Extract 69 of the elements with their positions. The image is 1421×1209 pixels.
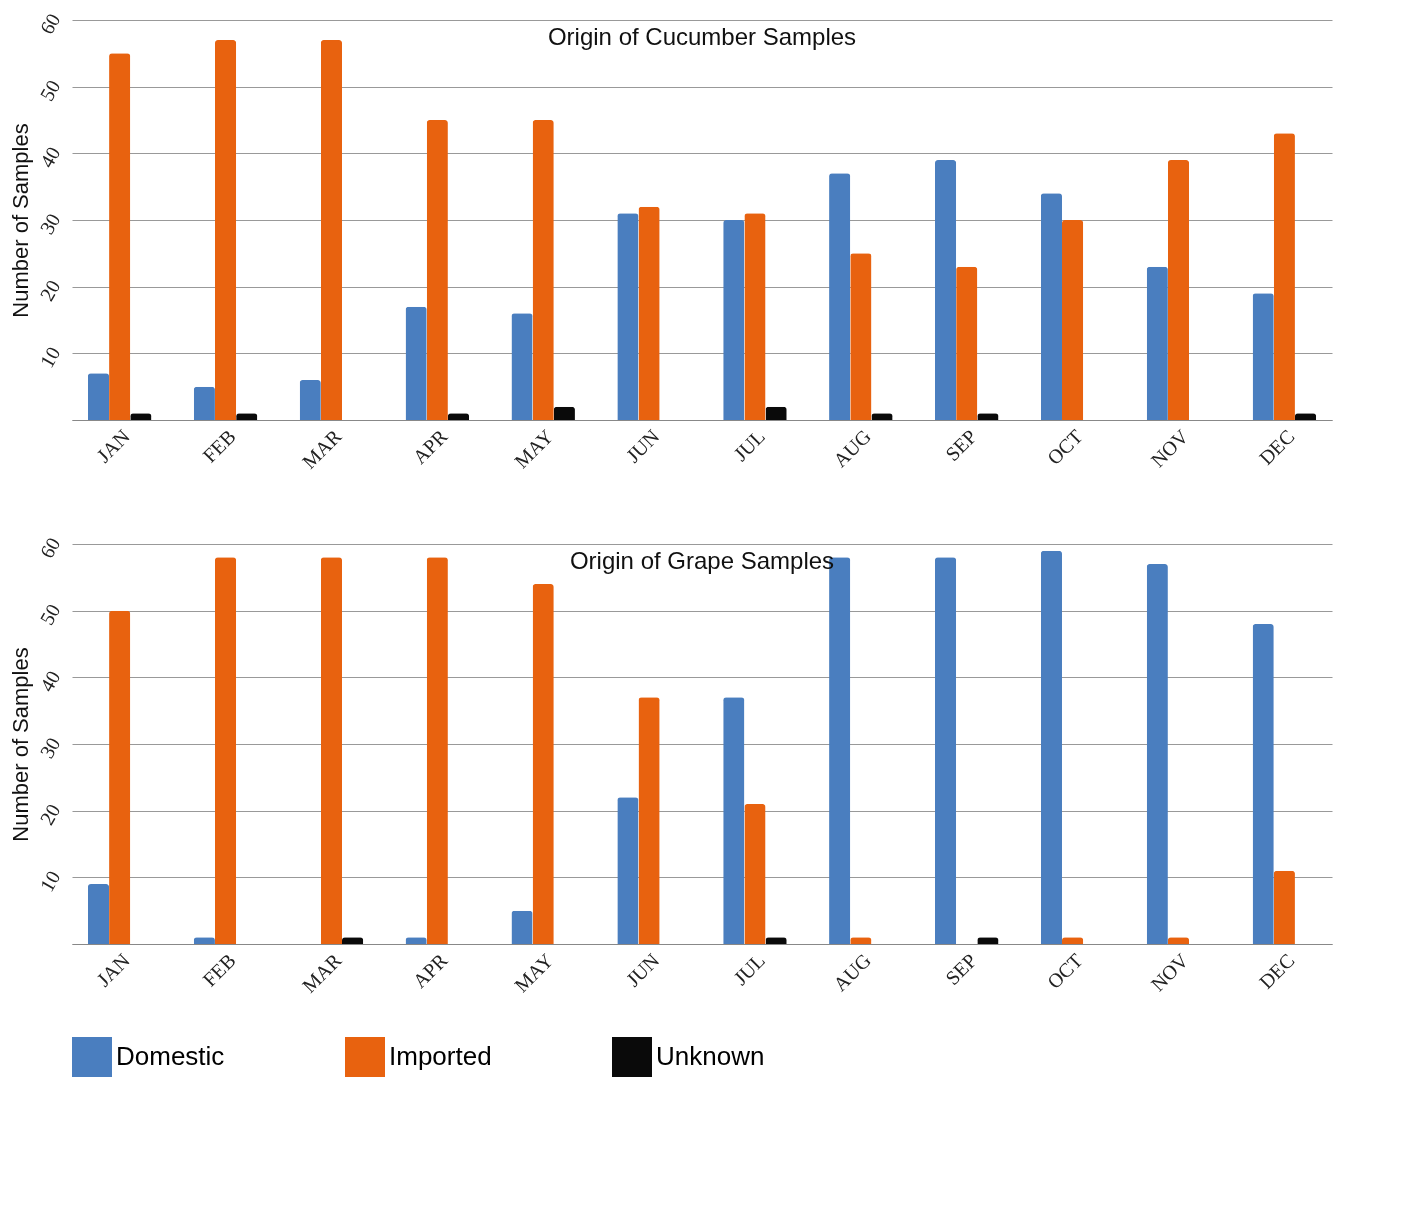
bar <box>87 884 110 944</box>
bar <box>829 173 851 420</box>
y-tick-label: 30 <box>35 209 65 238</box>
bar <box>1040 550 1062 944</box>
chart-title: Origin of Cucumber Samples <box>547 23 857 50</box>
bar <box>765 406 787 420</box>
bar <box>193 386 215 420</box>
y-tick-label: 40 <box>35 666 65 696</box>
bar <box>723 697 745 944</box>
bar <box>532 584 554 944</box>
x-tick-label: SEP <box>940 425 981 466</box>
x-tick-label: FEB <box>198 425 240 467</box>
bar <box>934 160 957 420</box>
x-tick-label: JUL <box>729 949 770 989</box>
y-tick-label: 30 <box>35 733 65 762</box>
bar <box>723 220 745 420</box>
bar <box>532 120 554 420</box>
x-tick-label: SEP <box>940 949 981 990</box>
y-tick-label: 40 <box>35 142 65 172</box>
bar <box>299 380 321 420</box>
bar <box>320 557 342 944</box>
y-tick-label: 60 <box>35 533 65 562</box>
bar <box>426 120 448 420</box>
bar <box>1040 193 1062 420</box>
bar <box>87 373 110 420</box>
bar <box>1252 624 1274 944</box>
legend-label: Imported <box>389 1041 492 1071</box>
x-tick-label: APR <box>408 424 452 469</box>
bar <box>214 557 237 944</box>
legend-label: Unknown <box>656 1041 765 1071</box>
bar <box>109 610 131 944</box>
bar <box>109 53 131 420</box>
chart-title: Origin of Grape Samples <box>569 547 835 574</box>
y-tick-label: 10 <box>35 342 65 372</box>
bar <box>553 406 575 420</box>
bar <box>744 213 766 420</box>
bar <box>511 313 533 420</box>
bar <box>426 557 448 944</box>
bar <box>638 697 660 944</box>
x-tick-label: FEB <box>198 949 240 991</box>
bar <box>1252 293 1274 420</box>
y-tick-label: 50 <box>35 600 65 629</box>
bar <box>1146 564 1168 944</box>
bar <box>1273 870 1295 944</box>
y-axis-title: Number of Samples <box>8 647 34 842</box>
bar <box>850 253 872 420</box>
bar <box>320 40 342 420</box>
x-tick-label: APR <box>408 948 452 993</box>
y-tick-label: 10 <box>35 866 65 896</box>
y-tick-label: 20 <box>35 276 65 305</box>
bar <box>956 266 978 420</box>
bar <box>934 557 957 944</box>
x-tick-label: JUL <box>729 425 770 465</box>
bar <box>511 910 533 944</box>
bar <box>1062 220 1084 420</box>
bar <box>744 804 766 944</box>
bar <box>1273 133 1295 420</box>
legend-label: Domestic <box>116 1041 225 1071</box>
bar <box>1146 266 1168 420</box>
bar <box>617 797 639 944</box>
bar <box>1167 160 1190 420</box>
y-axis-title: Number of Samples <box>8 123 34 318</box>
y-tick-label: 50 <box>35 76 65 105</box>
bar <box>638 206 660 420</box>
bar <box>214 40 237 420</box>
bar <box>405 306 427 420</box>
y-tick-label: 20 <box>35 800 65 829</box>
bar <box>617 213 639 420</box>
y-tick-label: 60 <box>35 9 65 38</box>
